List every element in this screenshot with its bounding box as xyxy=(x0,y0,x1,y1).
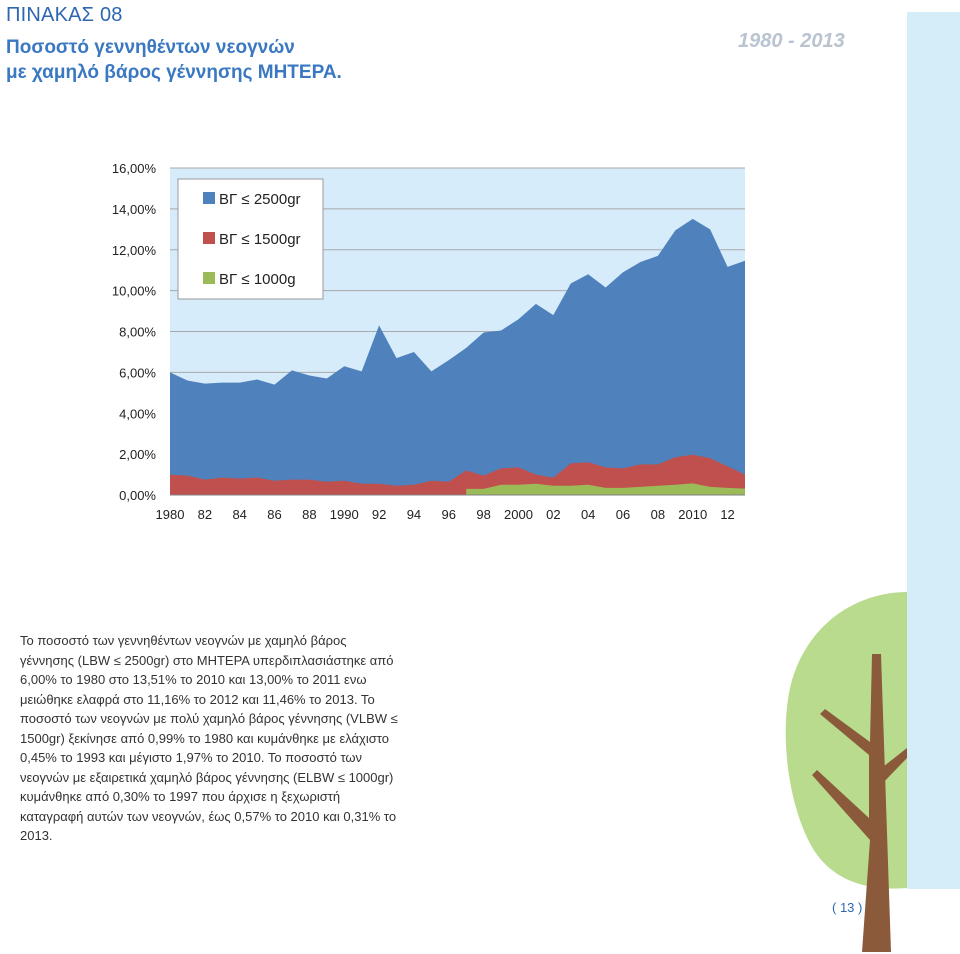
x-tick-label: 04 xyxy=(581,507,595,522)
series-areas xyxy=(170,218,745,495)
x-tick-label: 96 xyxy=(442,507,456,522)
legend-label-2: ΒΓ ≤ 1500gr xyxy=(219,231,301,248)
description-paragraph: Το ποσοστό των γεννηθέντων νεογνών με χα… xyxy=(20,633,398,843)
x-tick-label: 94 xyxy=(407,507,421,522)
x-tick-label: 84 xyxy=(232,507,246,522)
tree-illustration xyxy=(785,592,907,952)
tree-branch-right xyxy=(879,748,907,786)
series-area-3 xyxy=(466,483,745,495)
y-axis: 0,00% 2,00% 4,00% 6,00% 8,00% 10,00% 12,00% 14,… xyxy=(112,161,157,503)
year-range: 1980 - 2013 xyxy=(738,30,845,52)
legend-label-1: ΒΓ ≤ 2500gr xyxy=(219,191,301,208)
x-tick-label: 1980 xyxy=(156,507,185,522)
y-tick-label: 8,00% xyxy=(119,325,156,340)
y-tick-label: 10,00% xyxy=(112,284,157,299)
table-label: ΠΙΝΑΚΑΣ 08 xyxy=(6,4,123,26)
legend-swatch-3 xyxy=(203,272,215,284)
y-tick-label: 6,00% xyxy=(119,365,156,380)
side-decoration-strip xyxy=(907,12,960,889)
x-tick-label: 92 xyxy=(372,507,386,522)
description: Το ποσοστό των γεννηθέντων νεογνών με χα… xyxy=(20,631,400,846)
x-tick-label: 1990 xyxy=(330,507,359,522)
y-tick-label: 0,00% xyxy=(119,488,156,503)
page-title-line-1: Ποσοστό γεννηθέντων νεογνών xyxy=(6,37,295,58)
x-tick-label: 08 xyxy=(651,507,665,522)
tree-foliage xyxy=(785,592,907,889)
y-tick-label: 2,00% xyxy=(119,447,156,462)
x-axis: 1980 82 84 86 88 1990 92 94 96 98 2000 02 04 06 08 2010… xyxy=(156,494,745,522)
y-tick-label: 14,00% xyxy=(112,202,157,217)
y-tick-label: 16,00% xyxy=(112,161,157,176)
series-area-1 xyxy=(170,218,745,495)
series-area-2 xyxy=(170,454,745,495)
tree-trunk xyxy=(812,654,891,952)
y-tick-label: 4,00% xyxy=(119,406,156,421)
page-title-line-2: με χαμηλό βάρος γέννησης ΜΗΤΕΡΑ. xyxy=(6,62,342,83)
x-tick-label: 98 xyxy=(476,507,490,522)
legend-swatch-2 xyxy=(203,232,215,244)
x-tick-label: 82 xyxy=(198,507,212,522)
legend-label-3: ΒΓ ≤ 1000g xyxy=(219,271,296,288)
legend: ΒΓ ≤ 2500gr ΒΓ ≤ 1500gr ΒΓ ≤ 1000g xyxy=(177,178,324,300)
legend-box xyxy=(177,178,324,300)
x-tick-label: 86 xyxy=(267,507,281,522)
low-birth-weight-area-chart: 0,00% 2,00% 4,00% 6,00% 8,00% 10,00% 12,00% 14,… xyxy=(112,161,745,522)
x-tick-label: 88 xyxy=(302,507,316,522)
legend-swatch-1 xyxy=(203,192,215,204)
x-tick-label: 02 xyxy=(546,507,560,522)
x-tick-label: 2010 xyxy=(678,507,707,522)
x-tick-label: 2000 xyxy=(504,507,533,522)
page-number: ( 13 ) xyxy=(832,900,863,915)
x-tick-label: 06 xyxy=(616,507,630,522)
y-tick-label: 12,00% xyxy=(112,243,157,258)
x-tick-label: 12 xyxy=(720,507,734,522)
